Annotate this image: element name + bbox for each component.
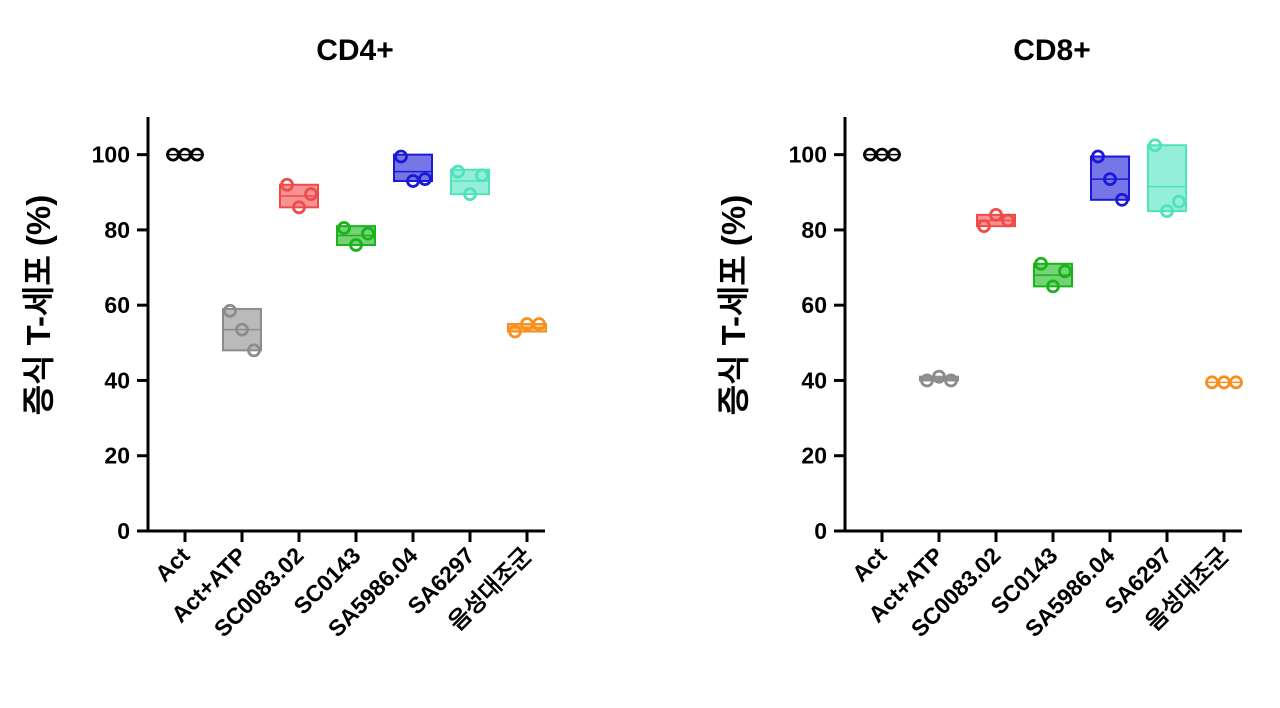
y-tick-label: 0 bbox=[814, 518, 827, 544]
data-point bbox=[532, 317, 546, 331]
panel-cd4: CD4+ 증식 T-세포 (%) 020406080100ActAct+ATPS… bbox=[20, 34, 547, 642]
data-point bbox=[920, 373, 934, 388]
y-tick-label: 40 bbox=[104, 367, 130, 393]
data-point bbox=[247, 343, 261, 358]
data-point bbox=[463, 187, 477, 202]
data-point bbox=[932, 369, 946, 384]
plot-area: 020406080100ActAct+ATPSC0083.02SC0143SA5… bbox=[789, 117, 1243, 642]
data-point bbox=[292, 200, 306, 215]
data-point bbox=[1115, 192, 1129, 207]
data-point bbox=[361, 226, 375, 241]
plot-area: 020406080100ActAct+ATPSC0083.02SC0143SA5… bbox=[92, 117, 547, 642]
data-point bbox=[451, 164, 465, 179]
data-point bbox=[1148, 138, 1162, 153]
data-point bbox=[280, 177, 294, 192]
data-point bbox=[1172, 194, 1186, 209]
data-point bbox=[1001, 213, 1015, 228]
data-point bbox=[475, 168, 489, 183]
data-point bbox=[1091, 149, 1105, 164]
data-point bbox=[508, 324, 522, 339]
y-axis-label: 증식 T-세포 (%) bbox=[20, 195, 57, 415]
data-point bbox=[1229, 375, 1243, 390]
range-bar bbox=[393, 153, 433, 182]
y-tick-label: 20 bbox=[104, 443, 130, 469]
data-point bbox=[1160, 204, 1174, 218]
y-tick-label: 60 bbox=[801, 292, 827, 318]
data-point bbox=[418, 172, 432, 187]
x-tick-label: Act bbox=[847, 542, 892, 587]
y-tick-label: 60 bbox=[104, 292, 130, 318]
x-tick-label: Act bbox=[150, 542, 195, 587]
data-point bbox=[190, 147, 204, 162]
y-tick-label: 0 bbox=[117, 518, 130, 544]
data-point bbox=[1103, 172, 1117, 187]
data-point bbox=[1058, 264, 1072, 279]
data-point bbox=[349, 238, 363, 252]
y-tick-label: 40 bbox=[801, 367, 827, 393]
y-tick-label: 20 bbox=[801, 443, 827, 469]
y-tick-label: 80 bbox=[104, 217, 130, 243]
y-axis-label: 증식 T-세포 (%) bbox=[715, 195, 752, 415]
panel-title: CD8+ bbox=[1013, 34, 1091, 67]
y-tick-label: 100 bbox=[92, 142, 130, 168]
data-point bbox=[304, 187, 318, 202]
data-point bbox=[887, 147, 901, 162]
data-point bbox=[223, 303, 237, 318]
range-bar bbox=[1147, 144, 1187, 213]
data-point bbox=[235, 322, 249, 337]
data-point bbox=[1046, 279, 1060, 294]
data-point bbox=[944, 373, 958, 388]
data-point bbox=[394, 149, 408, 164]
range-bar bbox=[1090, 155, 1130, 201]
panel-title: CD4+ bbox=[316, 34, 394, 67]
data-point bbox=[1034, 256, 1048, 271]
y-tick-label: 80 bbox=[801, 217, 827, 243]
data-point bbox=[337, 221, 351, 235]
data-point bbox=[989, 207, 1003, 222]
data-point bbox=[977, 219, 991, 234]
panel-cd8: CD8+ 증식 T-세포 (%) 020406080100ActAct+ATPS… bbox=[715, 34, 1243, 642]
y-tick-label: 100 bbox=[789, 142, 827, 168]
